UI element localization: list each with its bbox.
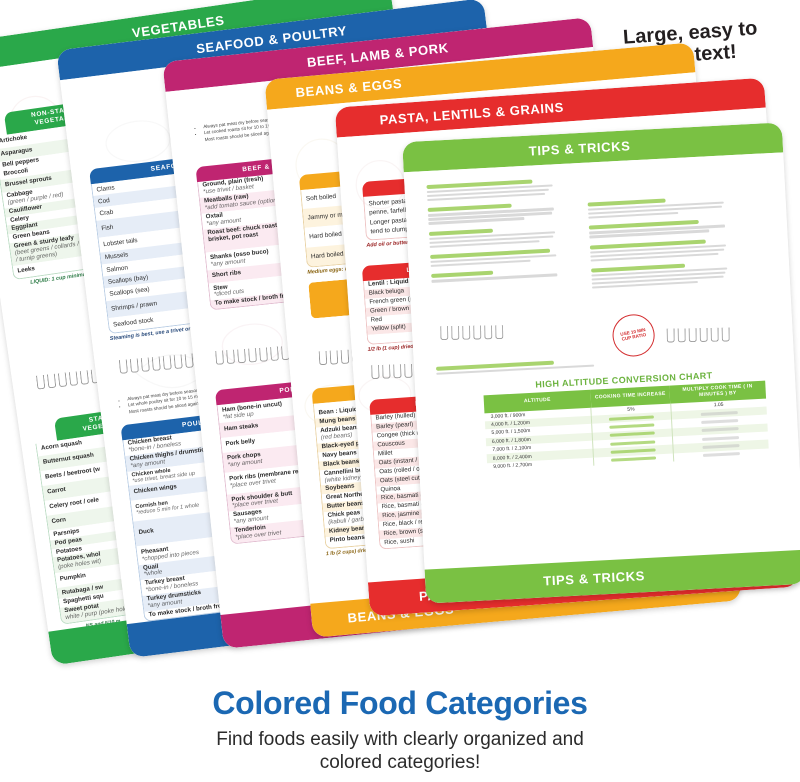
caption-block: Colored Food Categories Find foods easil… — [0, 685, 800, 774]
spiral-binding — [666, 326, 787, 343]
tab-label: BEANS & EGGS — [294, 75, 403, 100]
caption-subtitle: Find foods easily with clearly organized… — [216, 728, 584, 773]
use-10-min-seal: USE 10 MIN CUP RATIO — [608, 310, 659, 361]
chart-table: ALTITUDE COOKING TIME INCREASE MULTIPLY … — [483, 380, 770, 472]
tab-label: TIPS & TRICKS — [542, 567, 646, 588]
tab-label: TIPS & TRICKS — [528, 137, 631, 159]
card-tips-tricks[interactable]: TIPS & TRICKS — [402, 122, 800, 604]
card-paper: USE 10 MIN CUP RATIO HIGH ALTITUDE CONVE… — [403, 152, 800, 570]
page-title: Colored Food Categories — [212, 684, 588, 721]
high-altitude-conversion-chart: HIGH ALTITUDE CONVERSION CHART ALTITUDE … — [483, 368, 770, 472]
tips-high-altitude-note — [435, 358, 596, 376]
tips-left-column — [426, 178, 561, 284]
tips-right-column — [587, 195, 732, 290]
